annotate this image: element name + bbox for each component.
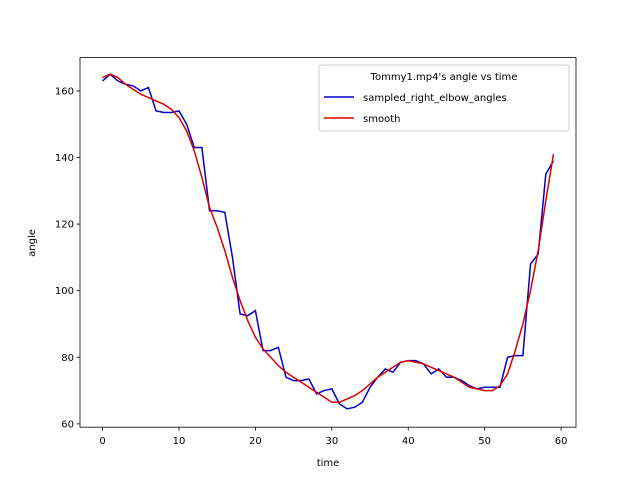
y-axis-label: angle xyxy=(27,229,38,257)
x-tick-label: 30 xyxy=(325,436,338,447)
x-tick-label: 40 xyxy=(402,436,415,447)
y-tick-label: 120 xyxy=(55,220,74,231)
plot-frame xyxy=(79,57,577,428)
y-tick-label: 160 xyxy=(55,86,74,97)
legend-label: smooth xyxy=(363,114,400,125)
legend-box xyxy=(318,64,570,132)
y-tick-label: 60 xyxy=(61,419,74,430)
y-tick-label: 140 xyxy=(55,153,74,164)
x-tick-label: 60 xyxy=(555,436,568,447)
x-tick-label: 20 xyxy=(249,436,262,447)
x-axis-label: time xyxy=(317,458,340,469)
y-tick-label: 100 xyxy=(55,286,74,297)
series-line xyxy=(102,73,555,403)
legend-label: sampled_right_elbow_angles xyxy=(363,93,507,104)
legend-title: Tommy1.mp4's angle vs time xyxy=(370,72,518,83)
x-tick-label: 10 xyxy=(173,436,186,447)
x-tick-label: 0 xyxy=(99,436,105,447)
y-tick-label: 80 xyxy=(61,353,74,364)
x-tick-label: 50 xyxy=(478,436,491,447)
